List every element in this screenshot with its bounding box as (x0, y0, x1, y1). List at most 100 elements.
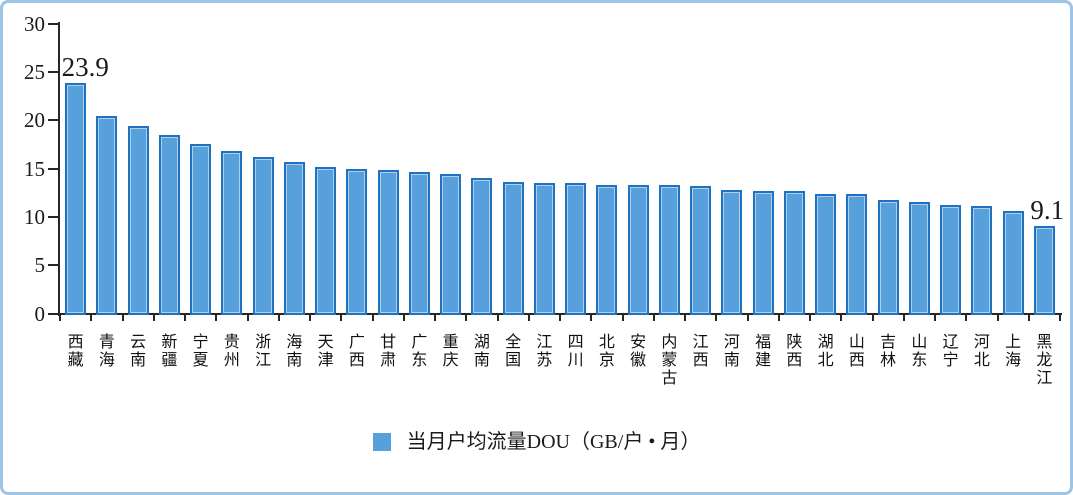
x-tick-mark (1059, 315, 1061, 321)
x-tick-mark (809, 315, 811, 321)
x-tick-mark (184, 315, 186, 321)
x-category-label: 山东 (911, 334, 927, 370)
x-tick-mark (465, 315, 468, 321)
bar (315, 166, 337, 315)
x-category-label: 新疆 (161, 334, 177, 370)
x-category-label: 四川 (568, 334, 584, 370)
x-category-char: 宁 (192, 334, 209, 351)
x-category-char: 全 (505, 334, 522, 351)
x-category-label: 江西 (693, 334, 709, 370)
bar-value-label: 23.9 (61, 51, 109, 82)
x-category-char: 江 (536, 334, 553, 351)
x-tick-mark (371, 315, 374, 321)
legend: 当月户均流量DOU（GB/户 • 月） (3, 429, 1070, 455)
x-category-char: 东 (911, 352, 928, 369)
x-category-char: 湖 (473, 334, 490, 351)
x-category-char: 海 (1005, 352, 1022, 369)
x-category-char: 江 (692, 334, 709, 351)
x-tick-mark (840, 315, 843, 321)
x-category-char: 苏 (536, 352, 553, 369)
bar (971, 206, 993, 315)
x-tick-mark (996, 315, 999, 321)
x-category-label: 青海 (99, 334, 115, 370)
x-tick-mark (777, 315, 780, 321)
y-tick-mark (48, 312, 58, 315)
x-category-char: 西 (848, 352, 865, 369)
x-category-label: 安徽 (630, 334, 646, 370)
x-category-char: 河 (973, 334, 990, 351)
x-category-char: 黑 (1036, 334, 1053, 351)
y-tick-mark (48, 264, 58, 267)
x-category-label: 吉林 (880, 334, 896, 370)
x-tick-mark (559, 315, 561, 321)
x-tick-mark (246, 315, 249, 321)
x-category-label: 山西 (849, 334, 865, 370)
bar (65, 82, 87, 315)
legend-color-swatch (372, 433, 391, 451)
x-category-label: 河南 (724, 334, 740, 370)
x-tick-mark (684, 315, 686, 321)
x-category-char: 吉 (880, 334, 897, 351)
x-tick-mark (715, 315, 718, 321)
x-category-char: 广 (411, 334, 428, 351)
y-tick-mark (48, 167, 58, 170)
x-axis-line (58, 313, 1062, 315)
bar (846, 193, 868, 315)
x-category-char: 林 (880, 352, 897, 369)
x-category-char: 津 (317, 352, 334, 369)
x-tick-mark (121, 315, 124, 321)
bar (502, 182, 524, 315)
x-tick-mark (277, 315, 280, 321)
x-category-char: 天 (317, 334, 334, 351)
x-category-char: 江 (255, 352, 272, 369)
bar (96, 116, 118, 315)
x-category-char: 甘 (380, 334, 397, 351)
bar (408, 171, 430, 315)
bar (377, 169, 399, 315)
x-category-char: 北 (973, 352, 990, 369)
x-tick-mark (965, 315, 968, 321)
x-category-label: 云南 (130, 334, 146, 370)
bar (158, 134, 180, 315)
x-category-char: 浙 (255, 334, 272, 351)
x-category-char: 贵 (223, 334, 240, 351)
x-category-label: 广东 (411, 334, 427, 370)
x-category-char: 庆 (442, 352, 459, 369)
x-category-label: 辽宁 (943, 334, 959, 370)
x-category-label: 重庆 (443, 334, 459, 370)
x-tick-mark (152, 315, 155, 321)
x-category-char: 北 (598, 334, 615, 351)
x-category-char: 湖 (817, 334, 834, 351)
x-category-char: 古 (661, 370, 678, 387)
x-category-char: 四 (567, 334, 584, 351)
bar (658, 185, 680, 315)
bar (1033, 225, 1055, 315)
bar (440, 174, 462, 315)
x-category-label: 北京 (599, 334, 615, 370)
y-tick-label: 0 (34, 301, 46, 326)
x-category-char: 安 (630, 334, 647, 351)
x-category-char: 内 (661, 334, 678, 351)
x-tick-mark (496, 315, 499, 321)
bar (627, 185, 649, 315)
x-category-label: 甘肃 (380, 334, 396, 370)
x-category-char: 川 (567, 352, 584, 369)
x-category-label: 广西 (349, 334, 365, 370)
x-category-char: 东 (411, 352, 428, 369)
x-tick-mark (402, 315, 405, 321)
x-tick-mark (590, 315, 593, 321)
x-category-char: 山 (848, 334, 865, 351)
x-category-label: 湖北 (818, 334, 834, 370)
x-tick-mark (746, 315, 749, 321)
legend-label: 当月户均流量DOU（GB/户 • 月） (406, 431, 701, 453)
y-tick-mark (48, 70, 58, 73)
x-tick-mark (309, 315, 311, 321)
x-category-char: 重 (442, 334, 459, 351)
bar (877, 199, 899, 315)
bar (783, 190, 805, 315)
bar (221, 151, 243, 315)
x-category-char: 藏 (67, 352, 84, 369)
bar (346, 168, 368, 315)
bar (565, 183, 587, 315)
